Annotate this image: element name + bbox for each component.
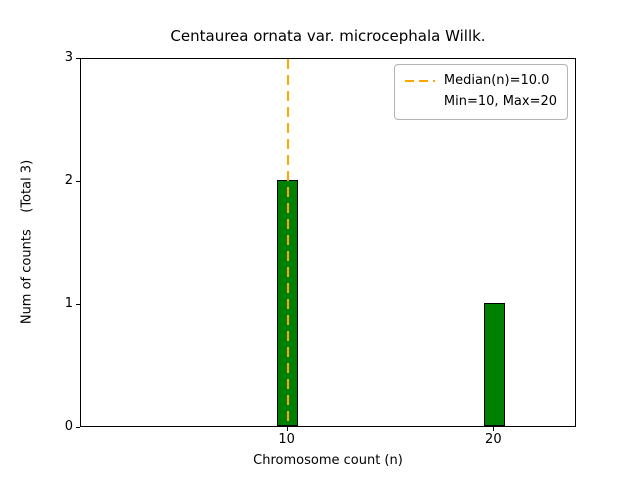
y-tick-label: 2 bbox=[64, 173, 73, 188]
y-axis-label: Num of counts (Total 3) bbox=[19, 159, 35, 325]
median-line bbox=[286, 59, 289, 426]
legend-label-minmax: Min=10, Max=20 bbox=[443, 93, 557, 109]
y-tick-mark bbox=[76, 427, 80, 428]
legend: Median(n)=10.0 Min=10, Max=20 bbox=[393, 64, 568, 120]
x-tick-label: 20 bbox=[485, 432, 502, 447]
x-tick-label: 10 bbox=[278, 432, 295, 447]
bar-n20 bbox=[484, 303, 505, 426]
legend-row-minmax: Min=10, Max=20 bbox=[405, 92, 557, 113]
y-tick-mark bbox=[76, 58, 80, 59]
y-tick-label: 3 bbox=[64, 50, 73, 65]
y-tick-mark bbox=[76, 304, 80, 305]
legend-row-median: Median(n)=10.0 bbox=[404, 71, 557, 92]
y-tick-label: 1 bbox=[64, 296, 73, 311]
y-tick-label: 0 bbox=[64, 419, 73, 434]
y-tick-mark bbox=[76, 181, 80, 182]
x-tick-mark bbox=[286, 427, 288, 431]
legend-label-median: Median(n)=10.0 bbox=[443, 73, 550, 88]
x-axis-label: Chromosome count (n) bbox=[253, 453, 403, 468]
chart-title: Centaurea ornata var. microcephala Willk… bbox=[170, 27, 486, 45]
x-tick-mark bbox=[493, 427, 495, 431]
median-dashed-line-symbol bbox=[404, 80, 435, 83]
